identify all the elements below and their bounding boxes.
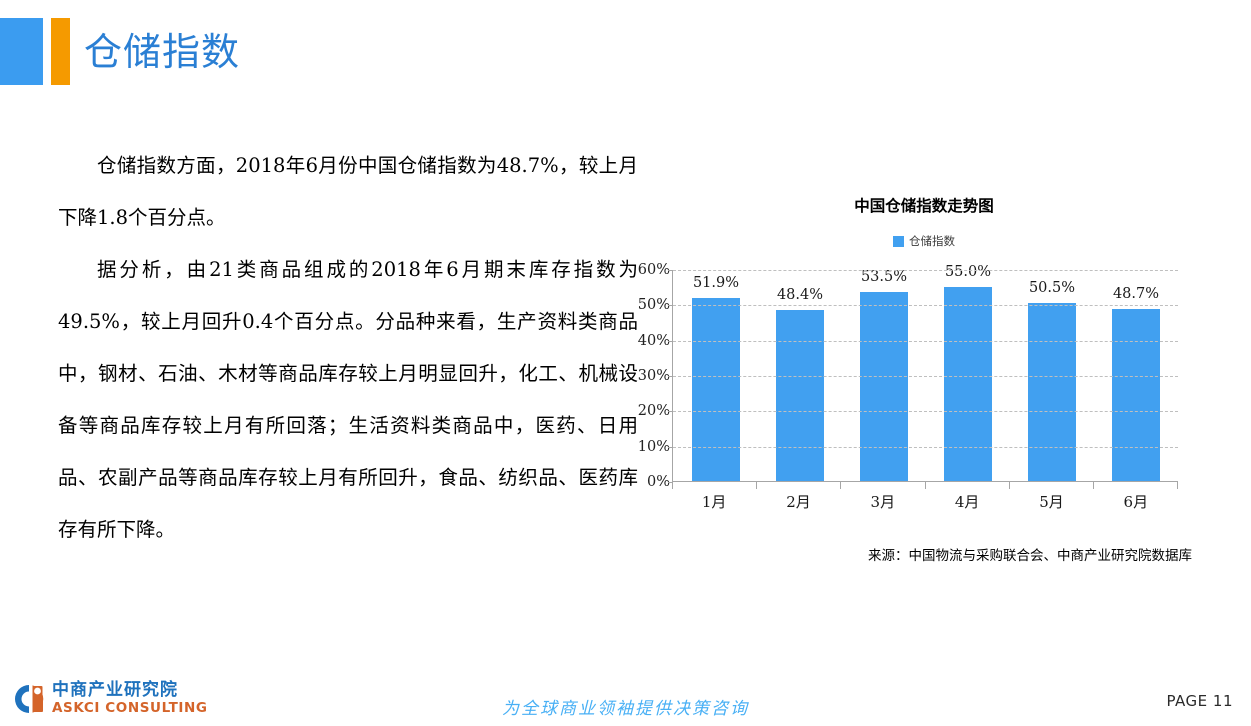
gridline xyxy=(673,376,1178,377)
chart-legend: 仓储指数 xyxy=(648,233,1200,249)
y-axis-tick-label: 10% xyxy=(637,438,670,455)
y-axis-tick xyxy=(668,270,673,271)
bar-slot: 50.5% xyxy=(1010,270,1094,481)
body-paragraph-1: 仓储指数方面，2018年6月份中国仓储指数为48.7%，较上月下降1.8个百分点… xyxy=(58,154,638,229)
bar[interactable]: 53.5% xyxy=(860,269,908,481)
bar[interactable]: 48.7% xyxy=(1112,286,1160,481)
legend-label: 仓储指数 xyxy=(909,234,955,248)
x-axis-tick xyxy=(1010,482,1094,489)
bar[interactable]: 51.9% xyxy=(692,275,740,481)
page-number: PAGE 11 xyxy=(1166,692,1233,710)
y-axis-tick-label: 40% xyxy=(637,332,670,349)
bar-value-label: 51.9% xyxy=(692,274,740,291)
body-paragraph-2: 据分析，由21类商品组成的2018年6月期末库存指数为49.5%，较上月回升0.… xyxy=(58,258,638,541)
bar-slot: 51.9% xyxy=(674,270,758,481)
bar-slot: 55.0% xyxy=(926,264,1010,481)
bar-value-label: 48.4% xyxy=(776,287,824,303)
logo-text: 中商产业研究院 ASKCI CONSULTING xyxy=(52,682,208,716)
bar-series: 51.9% 48.4% 53.5% 55.0% 50.5% 48.7% xyxy=(674,264,1178,481)
y-axis-tick-label: 20% xyxy=(637,403,670,420)
y-axis-tick xyxy=(668,376,673,377)
gridline xyxy=(673,305,1178,307)
y-axis-tick-label: 60% xyxy=(637,262,670,278)
y-axis-tick-label: 30% xyxy=(637,368,670,384)
bar-slot: 48.4% xyxy=(758,270,842,481)
chart-source: 来源：中国物流与采购联合会、中商产业研究院数据库 xyxy=(868,548,1192,564)
body-copy: 仓储指数方面，2018年6月份中国仓储指数为48.7%，较上月下降1.8个百分点… xyxy=(58,140,638,556)
askci-logo-icon xyxy=(12,682,46,716)
y-axis-tick xyxy=(668,411,673,413)
page-title: 仓储指数 xyxy=(84,30,241,74)
chart-title: 中国仓储指数走势图 xyxy=(854,197,994,215)
x-axis-tick-label: 2月 xyxy=(786,493,811,511)
gridline xyxy=(673,411,1178,413)
bar-value-label: 55.0% xyxy=(944,263,992,280)
bar[interactable]: 55.0% xyxy=(944,264,992,481)
header-accent-block-orange xyxy=(51,18,70,85)
gridline xyxy=(673,340,1178,342)
x-axis-ticks xyxy=(672,482,1179,490)
bar-slot: 48.7% xyxy=(1094,270,1178,481)
y-axis-tick-label: 0% xyxy=(646,474,670,490)
x-axis-tick-label: 1月 xyxy=(701,493,727,511)
y-axis-tick-label: 50% xyxy=(637,297,670,314)
header-accent-block-blue xyxy=(0,18,43,85)
x-axis-tick xyxy=(672,482,758,489)
chart-panel: 中国仓储指数走势图 仓储指数 60% 50% 40% 30% 20% 10% 0% 51.9… xyxy=(630,192,1200,564)
y-axis-tick xyxy=(668,305,673,307)
bar-value-label: 48.7% xyxy=(1112,285,1160,302)
x-axis-tick xyxy=(757,482,842,489)
x-axis-tick xyxy=(1094,482,1179,489)
x-axis-tick-label: 4月 xyxy=(954,493,980,511)
x-axis-labels: 1月 2月 3月 4月 5月 6月 xyxy=(672,491,1178,512)
footer-tagline: 为全球商业领袖提供决策咨询 xyxy=(502,699,749,719)
gridline xyxy=(673,446,1178,448)
gridline xyxy=(673,270,1178,271)
x-axis-tick-label: 3月 xyxy=(870,493,896,511)
logo-name-cn: 中商产业研究院 xyxy=(52,680,178,701)
plot-area: 51.9% 48.4% 53.5% 55.0% 50.5% 48.7% xyxy=(668,264,1178,483)
bar-value-label: 53.5% xyxy=(860,268,908,285)
y-axis-tick xyxy=(668,446,673,448)
y-axis-labels: 60% 50% 40% 30% 20% 10% 0% xyxy=(630,262,670,490)
logo-name-en: ASKCI CONSULTING xyxy=(52,700,208,717)
bar[interactable]: 48.4% xyxy=(776,287,824,481)
x-axis-tick xyxy=(926,482,1010,489)
footer-logo: 中商产业研究院 ASKCI CONSULTING xyxy=(12,682,208,716)
bar[interactable]: 50.5% xyxy=(1028,280,1076,481)
x-axis-tick-label: 5月 xyxy=(1039,493,1064,511)
bar-value-label: 50.5% xyxy=(1028,279,1076,296)
x-axis-tick xyxy=(841,482,926,489)
y-axis-tick xyxy=(668,340,673,342)
bar-slot: 53.5% xyxy=(842,269,926,481)
chart-plot-wrap: 60% 50% 40% 30% 20% 10% 0% 51.9% 48.4% 53.5% 55.0… xyxy=(630,262,1200,512)
x-axis-tick-label: 6月 xyxy=(1123,493,1149,511)
legend-swatch-icon xyxy=(893,235,904,247)
y-axis-tick xyxy=(668,482,673,483)
